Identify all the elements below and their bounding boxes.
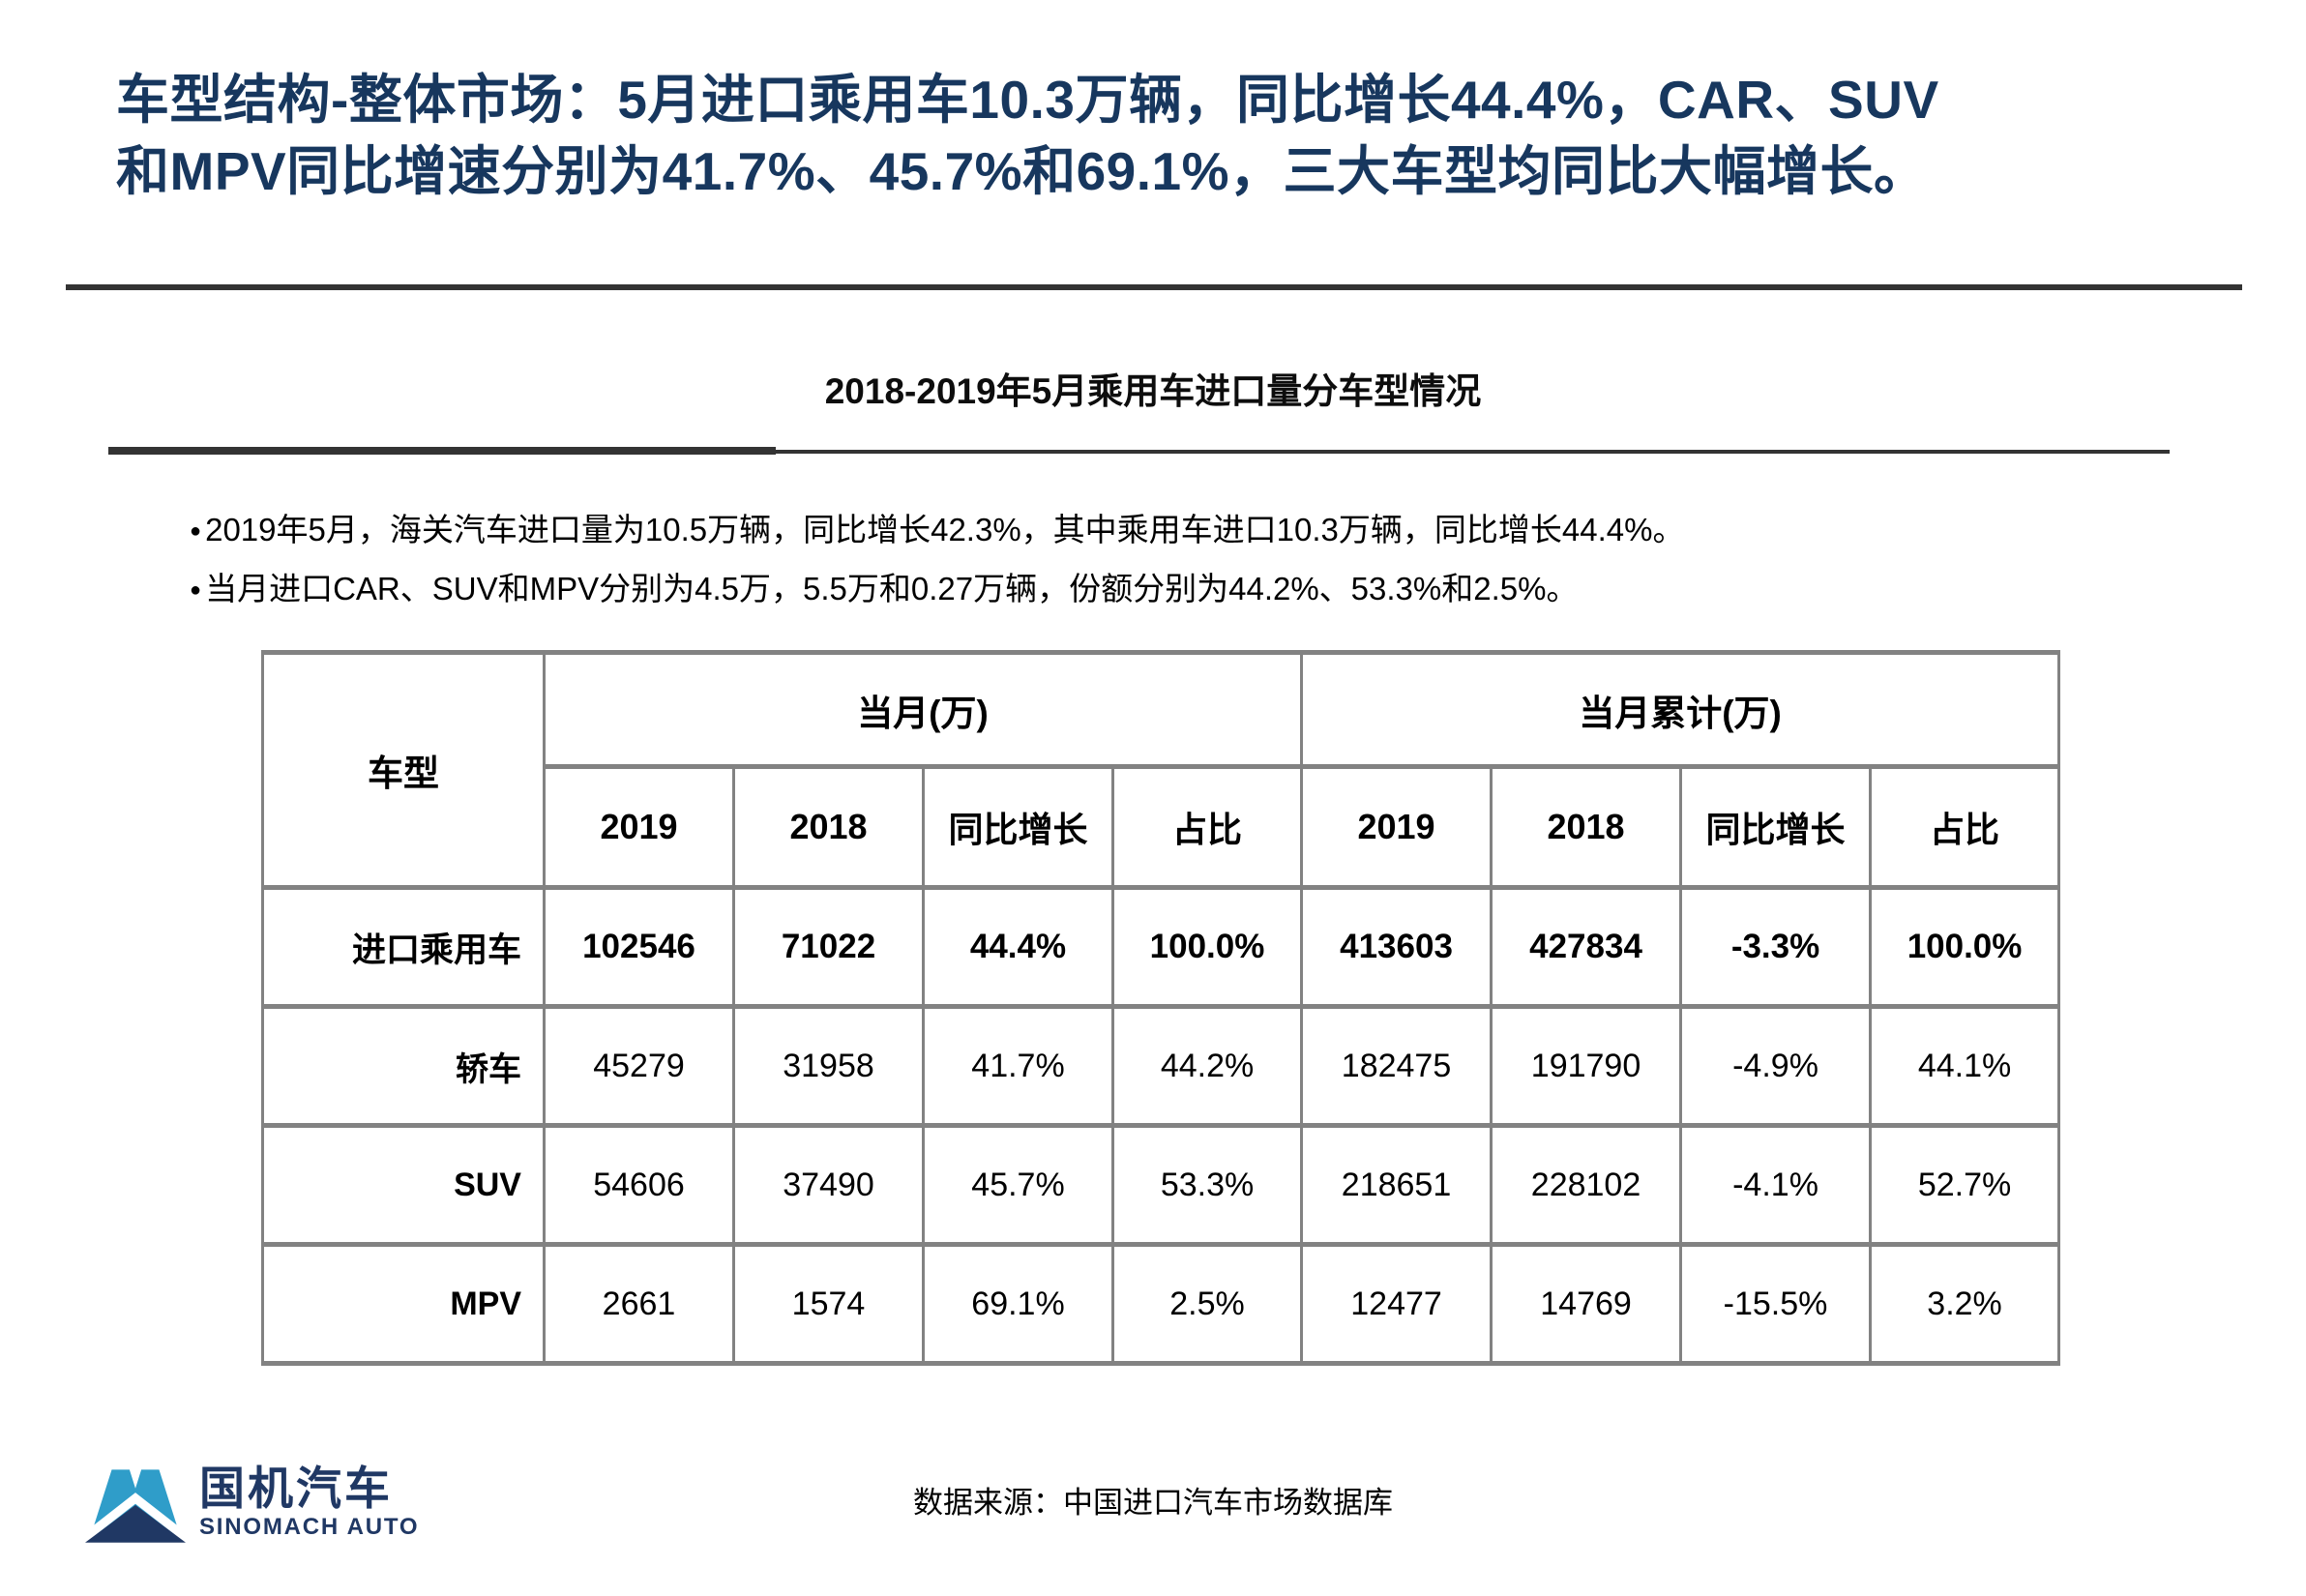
- table-cell: 69.1%: [922, 1242, 1114, 1366]
- bullet-text: 当月进口CAR、SUV和MPV分别为4.5万，5.5万和0.27万辆，份额分别为…: [205, 571, 1579, 606]
- table-cell: 71022: [732, 885, 925, 1009]
- import-volume-table: 车型 当月(万) 当月累计(万) 2019 2018 同比增长 占比 2019 …: [261, 650, 2061, 1366]
- column-header-vehicle-type: 车型: [261, 650, 546, 890]
- table-cell: 41.7%: [922, 1004, 1114, 1128]
- table-cell: 14769: [1490, 1242, 1683, 1366]
- table-sub-header-row: 2019 2018 同比增长 占比 2019 2018 同比增长 占比: [263, 764, 2061, 890]
- column-header: 占比: [1110, 764, 1304, 890]
- table-cell: -3.3%: [1679, 885, 1873, 1009]
- data-source-note: 数据来源：中国进口汽车市场数据库: [913, 1486, 1393, 1520]
- column-header: 2018: [1490, 764, 1683, 890]
- column-group-cumulative: 当月累计(万): [1300, 650, 2061, 769]
- page-title-line1: 车型结构-整体市场：5月进口乘用车10.3万辆，同比增长44.4%，CAR、SU…: [116, 70, 1939, 130]
- table-row: MPV 2661 1574 69.1% 2.5% 12477 14769 -15…: [261, 1242, 2061, 1366]
- page-title-line2: 和MPV同比增速分别为41.7%、45.7%和69.1%，三大车型均同比大幅增长…: [116, 141, 1928, 201]
- table-cell: -4.1%: [1679, 1123, 1873, 1247]
- table-row: 进口乘用车 102546 71022 44.4% 100.0% 413603 4…: [261, 885, 2061, 1009]
- table-cell: 45.7%: [922, 1123, 1114, 1247]
- table-cell: -15.5%: [1679, 1242, 1873, 1366]
- section-title: 2018-2019年5月乘用车进口量分车型情况: [824, 371, 1482, 411]
- row-label: 轿车: [261, 1004, 546, 1128]
- table-cell: 100.0%: [1110, 885, 1304, 1009]
- table-cell: 37490: [732, 1123, 925, 1247]
- table-cell: 44.1%: [1869, 1004, 2061, 1128]
- row-label: SUV: [261, 1123, 546, 1247]
- table-cell: 53.3%: [1110, 1123, 1304, 1247]
- table-group-header-row: 车型 当月(万) 当月累计(万): [261, 650, 2061, 890]
- row-label: MPV: [261, 1242, 546, 1366]
- table-cell: 54606: [543, 1123, 735, 1247]
- table-cell: 3.2%: [1869, 1242, 2061, 1366]
- table-cell: 52.7%: [1869, 1123, 2061, 1247]
- table-cell: 44.4%: [922, 885, 1114, 1009]
- column-header: 同比增长: [922, 764, 1114, 890]
- title-divider: [66, 284, 2242, 290]
- column-header: 2019: [1300, 764, 1493, 890]
- column-header: 2019: [543, 764, 735, 890]
- page-title: 车型结构-整体市场：5月进口乘用车10.3万辆，同比增长44.4%，CAR、SU…: [116, 64, 2234, 207]
- column-header: 同比增长: [1679, 764, 1873, 890]
- table-cell: 31958: [732, 1004, 925, 1128]
- logo-cn-text: 国机汽车: [199, 1463, 393, 1514]
- logo-en-text: SINOMACH AUTO: [199, 1514, 420, 1540]
- table-cell: 44.2%: [1110, 1004, 1304, 1128]
- table-cell: 45279: [543, 1004, 735, 1128]
- table-cell: 2.5%: [1110, 1242, 1304, 1366]
- table-cell: 413603: [1300, 885, 1493, 1009]
- column-group-current-month: 当月(万): [542, 650, 1304, 769]
- table-cell: 427834: [1490, 885, 1683, 1009]
- table-cell: 1574: [732, 1242, 925, 1366]
- section-divider-thick: [108, 447, 776, 455]
- table-cell: 100.0%: [1869, 885, 2061, 1009]
- table-cell: 102546: [543, 885, 735, 1009]
- table-row: SUV 54606 37490 45.7% 53.3% 218651 22810…: [261, 1123, 2061, 1247]
- table-row: 轿车 45279 31958 41.7% 44.2% 182475 191790…: [261, 1004, 2061, 1128]
- table-cell: 228102: [1490, 1123, 1683, 1247]
- table-cell: 218651: [1300, 1123, 1493, 1247]
- logo: 国机汽车 SINOMACH AUTO: [85, 1457, 419, 1548]
- bullet-item: ● 当月进口CAR、SUV和MPV分别为4.5万，5.5万和0.27万辆，份额分…: [190, 562, 2202, 621]
- table-cell: 182475: [1300, 1004, 1493, 1128]
- row-label: 进口乘用车: [261, 885, 546, 1009]
- bullet-list: ● 2019年5月，海关汽车进口量为10.5万辆，同比增长42.3%，其中乘用车…: [190, 503, 2202, 621]
- table-cell: -4.9%: [1679, 1004, 1873, 1128]
- column-header: 占比: [1869, 764, 2061, 890]
- bullet-dot-icon: ●: [190, 520, 202, 542]
- section-divider-thin: [108, 450, 2170, 454]
- bullet-item: ● 2019年5月，海关汽车进口量为10.5万辆，同比增长42.3%，其中乘用车…: [190, 503, 2202, 562]
- table-cell: 191790: [1490, 1004, 1683, 1128]
- table-cell: 12477: [1300, 1242, 1493, 1366]
- bullet-dot-icon: ●: [190, 579, 202, 601]
- bullet-text: 2019年5月，海关汽车进口量为10.5万辆，同比增长42.3%，其中乘用车进口…: [205, 512, 1685, 547]
- column-header: 2018: [732, 764, 925, 890]
- table-cell: 2661: [543, 1242, 735, 1366]
- logo-text: 国机汽车 SINOMACH AUTO: [199, 1463, 419, 1541]
- mountain-logo-icon: [85, 1469, 186, 1544]
